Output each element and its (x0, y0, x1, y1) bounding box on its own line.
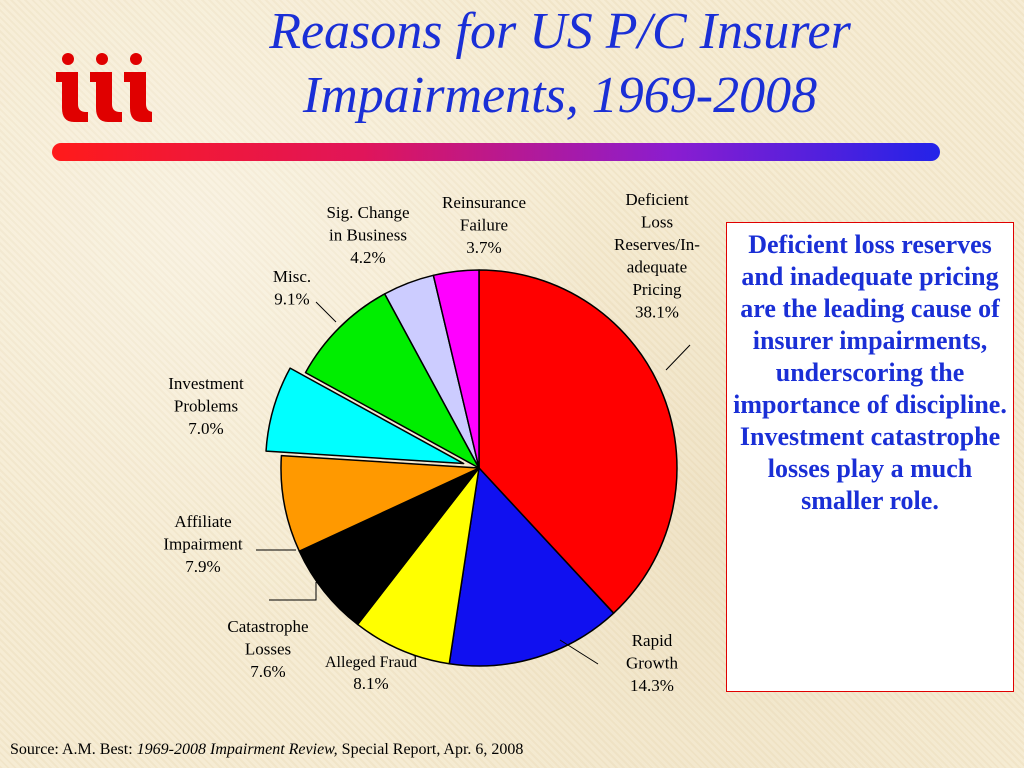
slice-label-5-line-0: Investment (168, 374, 244, 393)
slice-label-4-line-1: Impairment (163, 535, 243, 554)
slice-label-4-line-2: 7.9% (185, 557, 220, 576)
slice-label-7-line-1: in Business (329, 226, 407, 245)
slice-label-2-line-0: Alleged Fraud (325, 654, 417, 671)
callout-text: Deficient loss reserves and inadequate p… (733, 230, 1007, 515)
slice-label-0-line-4: Pricing (632, 280, 682, 299)
leader-line-3 (269, 582, 317, 601)
slice-label-3-line-1: Losses (245, 640, 291, 659)
source-title: 1969-2008 Impairment Review, (136, 741, 338, 758)
slice-label-4: Affiliate Impairment 7.9% (163, 512, 243, 576)
slice-label-0-line-2: Reserves/In- (614, 235, 700, 254)
leader-line-6 (315, 301, 337, 323)
pie-slice-2 (356, 467, 480, 665)
slice-label-0: Deficient Loss Reserves/In-adequate Pricing… (614, 190, 700, 322)
slice-label-5-line-1: Problems (174, 397, 238, 416)
slice-label-7-line-0: Sig. Change (326, 203, 409, 222)
source-prefix: Source: A.M. Best: (10, 741, 137, 758)
pie-slice-5 (265, 367, 465, 465)
slice-label-3-line-2: 7.6% (250, 662, 285, 681)
iii-logo (56, 53, 152, 122)
slice-label-6: Misc. 9.1% (273, 267, 311, 309)
slice-label-6-line-0: Misc. (273, 267, 311, 286)
pie-slice-1 (448, 467, 615, 667)
slice-label-4-line-0: Affiliate (174, 512, 231, 531)
pie-slice-4 (280, 454, 480, 552)
slice-label-1-line-1: Growth (626, 654, 678, 673)
slice-label-2: Alleged Fraud 8.1% (325, 654, 417, 693)
title-line-2: Impairments, 1969-2008 (302, 67, 818, 124)
pie-slice-8 (432, 269, 480, 469)
slice-label-2-line-1: 8.1% (353, 674, 388, 693)
page-title: Reasons for US P/C Insurer Impairments, … (180, 0, 940, 128)
slice-label-1-line-0: Rapid (632, 631, 673, 650)
slice-label-3: Catastrophe Losses 7.6% (227, 617, 308, 681)
slice-label-8-line-2: 3.7% (466, 238, 501, 257)
pie-chart: Deficient Loss Reserves/In-adequate Pricing… (0, 170, 730, 740)
slice-label-8-line-1: Failure (460, 216, 508, 235)
slice-label-0-line-3: adequate (627, 258, 687, 277)
slice-label-0-line-1: Loss (641, 213, 673, 232)
pie-slice-0 (478, 269, 678, 614)
slice-label-8: Reinsurance Failure 3.7% (442, 193, 526, 257)
slice-label-0-line-0: Deficient (625, 190, 689, 209)
pie-slice-3 (298, 467, 480, 626)
slice-label-1-line-2: 14.3% (630, 676, 674, 695)
slice-label-7-line-2: 4.2% (350, 248, 385, 267)
pie-chart-svg: Deficient Loss Reserves/In-adequate Pricing… (163, 190, 700, 695)
callout-box: Deficient loss reserves and inadequate p… (726, 222, 1014, 692)
slice-label-5: Investment Problems 7.0% (168, 374, 244, 438)
slice-label-1: Rapid Growth 14.3% (626, 631, 678, 695)
title-divider-bar (52, 143, 940, 161)
slice-label-5-line-2: 7.0% (188, 419, 223, 438)
slice-label-6-line-1: 9.1% (274, 290, 309, 309)
slice-label-7: Sig. Change in Business 4.2% (326, 203, 409, 267)
slice-label-3-line-0: Catastrophe (227, 617, 308, 636)
source-suffix: Special Report, Apr. 6, 2008 (337, 741, 524, 758)
slice-label-8-line-0: Reinsurance (442, 193, 526, 212)
slice-label-0-line-5: 38.1% (635, 303, 679, 322)
source-note: Source: A.M. Best: 1969-2008 Impairment … (10, 741, 523, 759)
pie-slice-6 (304, 293, 480, 469)
leader-line-1 (559, 639, 599, 665)
leader-line-0 (665, 344, 691, 371)
title-line-1: Reasons for US P/C Insurer (269, 3, 851, 60)
